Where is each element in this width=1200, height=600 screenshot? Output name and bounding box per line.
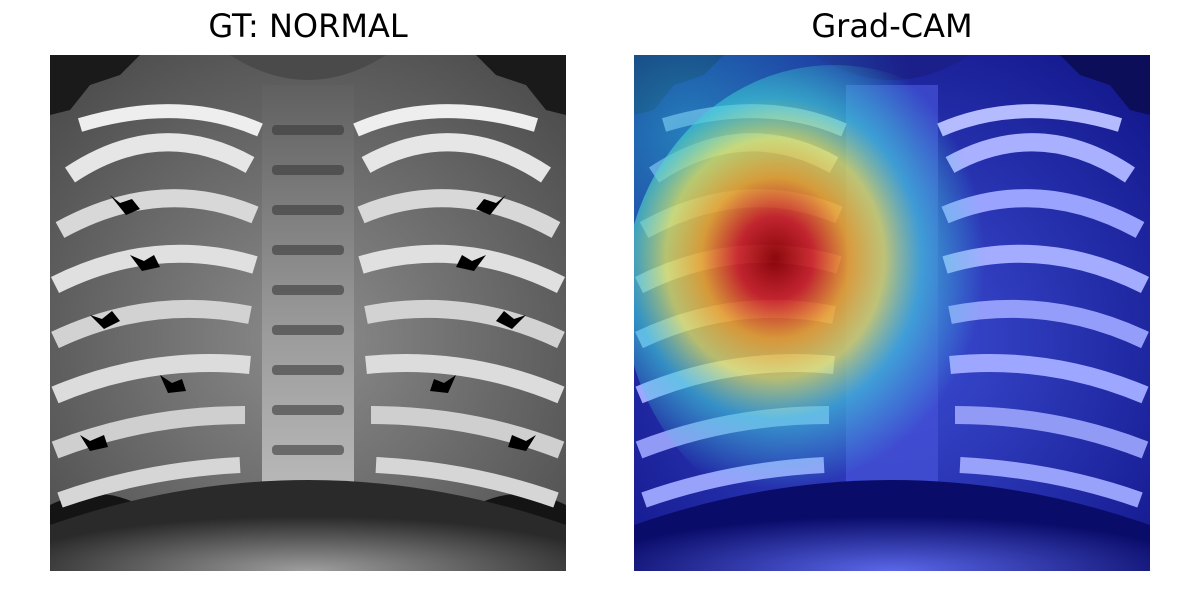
chest-xray-image: [50, 55, 566, 571]
gradcam-heatmap-image: [634, 55, 1150, 571]
gradcam-title: Grad-CAM: [811, 7, 973, 45]
xray-title: GT: NORMAL: [208, 7, 408, 45]
